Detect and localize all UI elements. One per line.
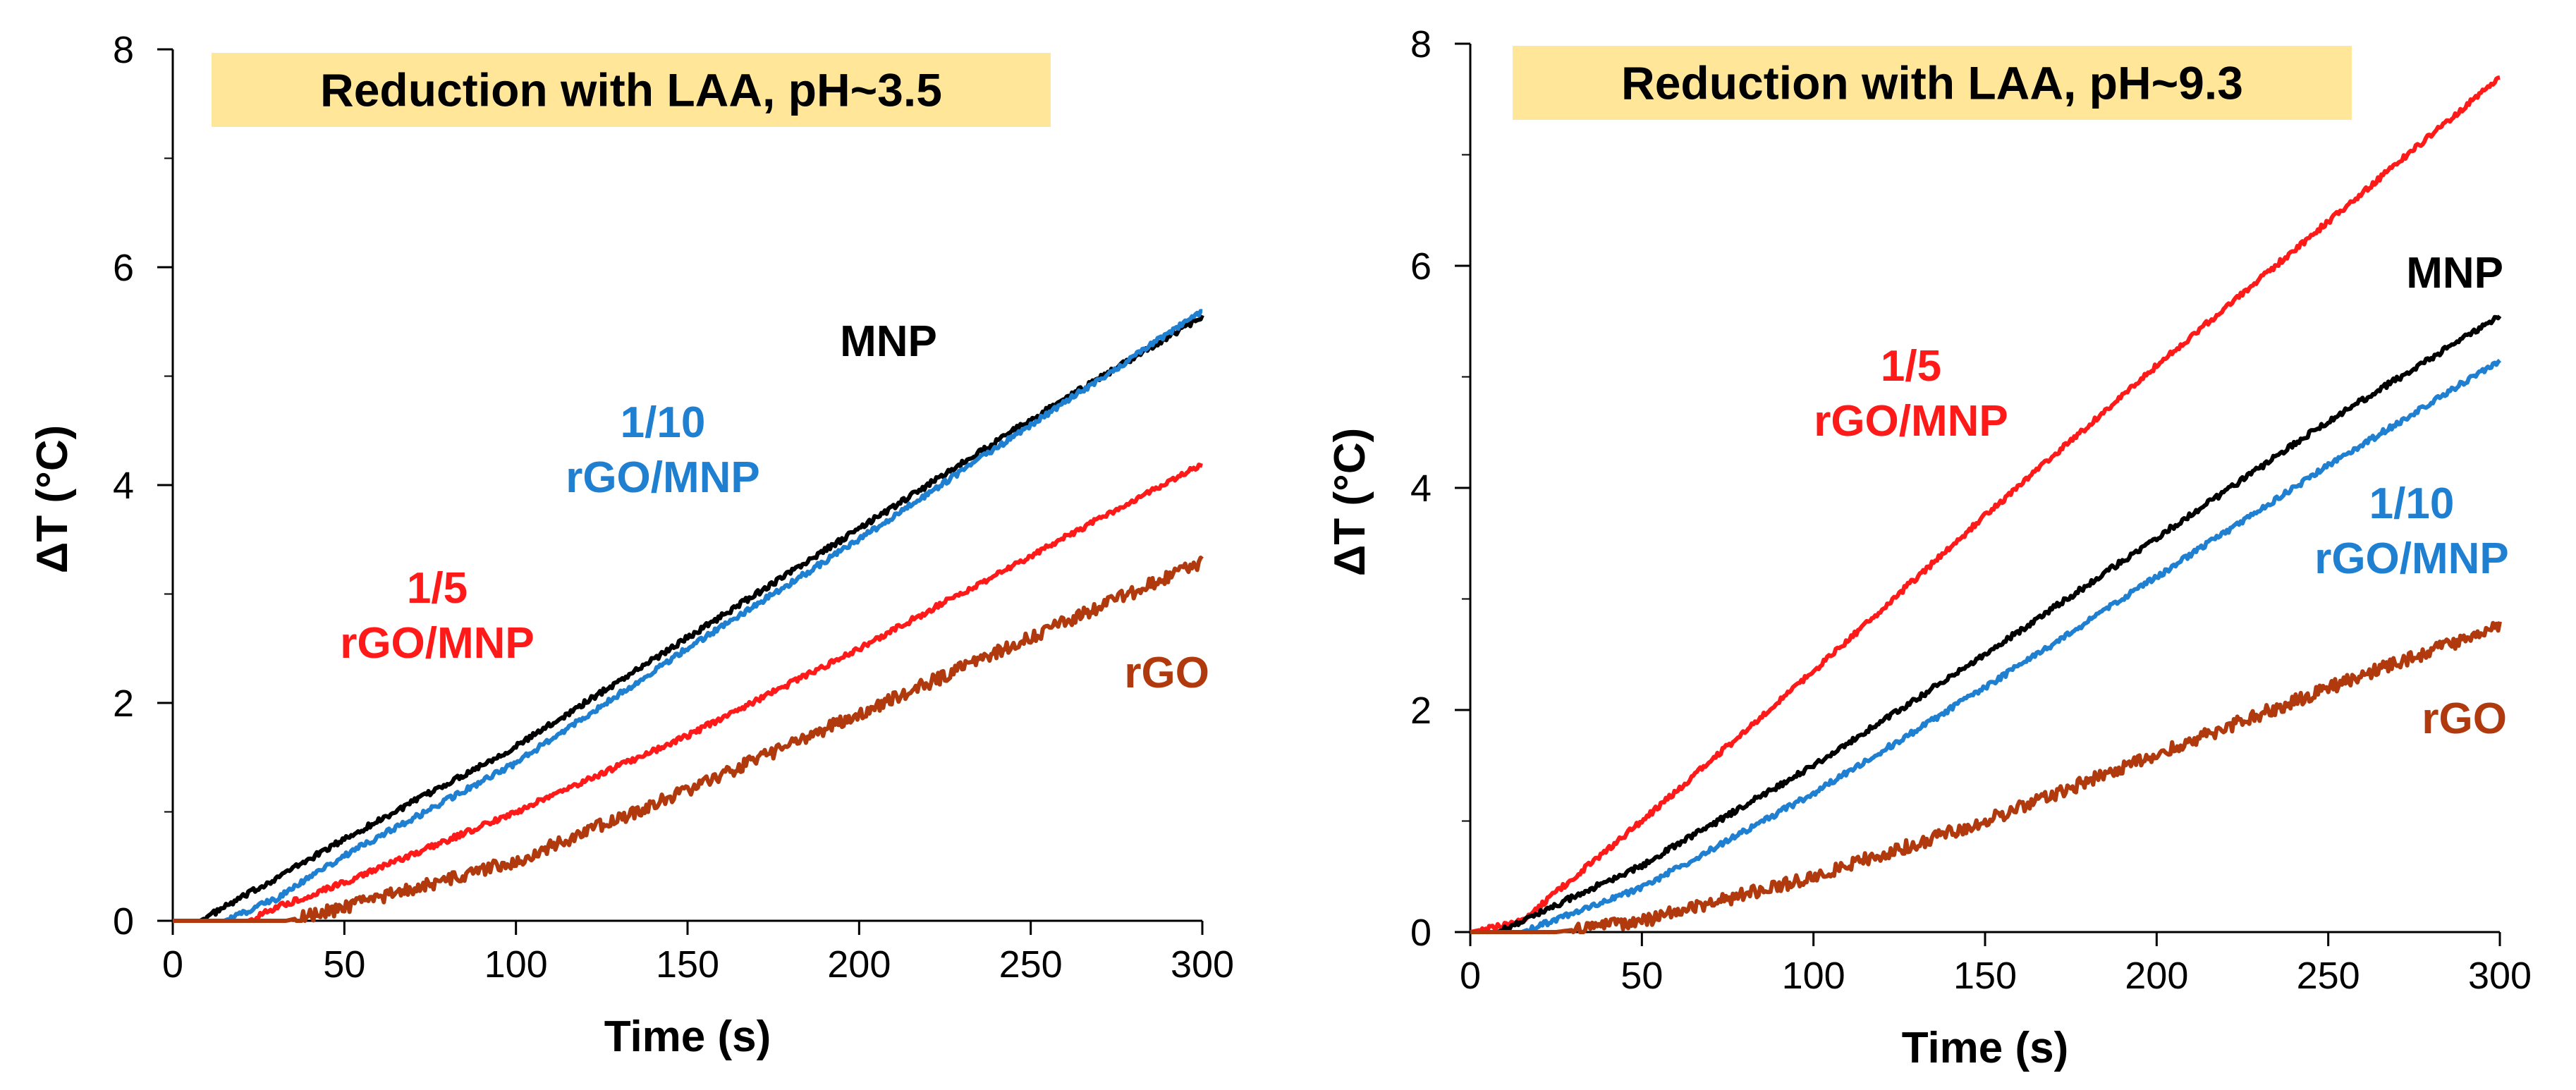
series-label-r10-line2: rGO/MNP [2314,534,2509,583]
series-line-mnp [1470,314,2502,934]
y-tick-label: 2 [113,682,134,725]
y-tick-label: 2 [1410,690,1432,732]
series-label-r10: 1/10 [2369,479,2455,528]
x-tick-label: 250 [999,943,1063,986]
y-tick-label: 8 [1410,23,1432,66]
chart-title: Reduction with LAA, pH~3.5 [320,64,942,116]
x-tick-label: 250 [2297,955,2360,997]
series-line-1-10-rgo-mnp [172,309,1203,923]
series-line-1-5-rgo-mnp [1470,75,2501,934]
chart-panel-1: Reduction with LAA, pH~3.5 0 2 4 6 8 0 50 100 150… [28,29,1234,1061]
x-tick-label: 50 [1620,955,1663,997]
series-line-mnp [172,314,1204,923]
chart-title: Reduction with LAA, pH~9.3 [1621,57,2243,109]
series-line-1-10-rgo-mnp [1470,358,2502,934]
series-label-rgo: rGO [1124,649,1209,697]
x-tick-label: 0 [1460,955,1481,997]
series-label-r5: 1/5 [407,564,468,613]
y-tick-label: 6 [113,247,134,289]
y-axis-title: ΔT (°C) [28,425,77,574]
title-box [1513,46,2352,120]
series-label-r10: 1/10 [621,398,706,447]
y-tick-label: 8 [113,29,134,71]
y-axis-title: ΔT (°C) [1326,428,1374,577]
series-label-rgo: rGO [2422,694,2507,743]
series-label-r5-line2: rGO/MNP [340,619,535,668]
series-label-r10-line2: rGO/MNP [566,453,760,502]
title-box [212,53,1051,127]
x-tick-label: 150 [656,943,719,986]
x-axis-title: Time (s) [1902,1024,2069,1072]
x-tick-label: 300 [2468,955,2532,997]
x-tick-label: 50 [323,943,365,986]
series-label-r5: 1/5 [1881,342,1941,391]
x-tick-label: 100 [1782,955,1845,997]
chart-panel-2: Reduction with LAA, pH~9.3 0 2 4 6 8 0 50 100 150… [1326,23,2532,1072]
series-line-1-5-rgo-mnp [172,463,1203,923]
series-line-rgo [1470,620,2502,934]
y-tick-label: 6 [1410,245,1432,288]
y-tick-label: 4 [1410,467,1432,510]
series-line-rgo [172,556,1204,923]
x-tick-label: 100 [484,943,548,986]
x-tick-label: 200 [2125,955,2188,997]
x-tick-label: 200 [827,943,891,986]
series-label-mnp: MNP [2406,249,2503,298]
x-tick-label: 150 [1953,955,2017,997]
y-tick-label: 0 [113,900,134,943]
y-tick-label: 4 [113,465,134,507]
y-tick-label: 0 [1410,912,1432,954]
x-axis-title: Time (s) [604,1012,771,1061]
series-label-mnp: MNP [840,317,937,366]
series-label-r5-line2: rGO/MNP [1814,397,2008,446]
x-tick-label: 0 [162,943,183,986]
x-tick-label: 300 [1171,943,1234,986]
